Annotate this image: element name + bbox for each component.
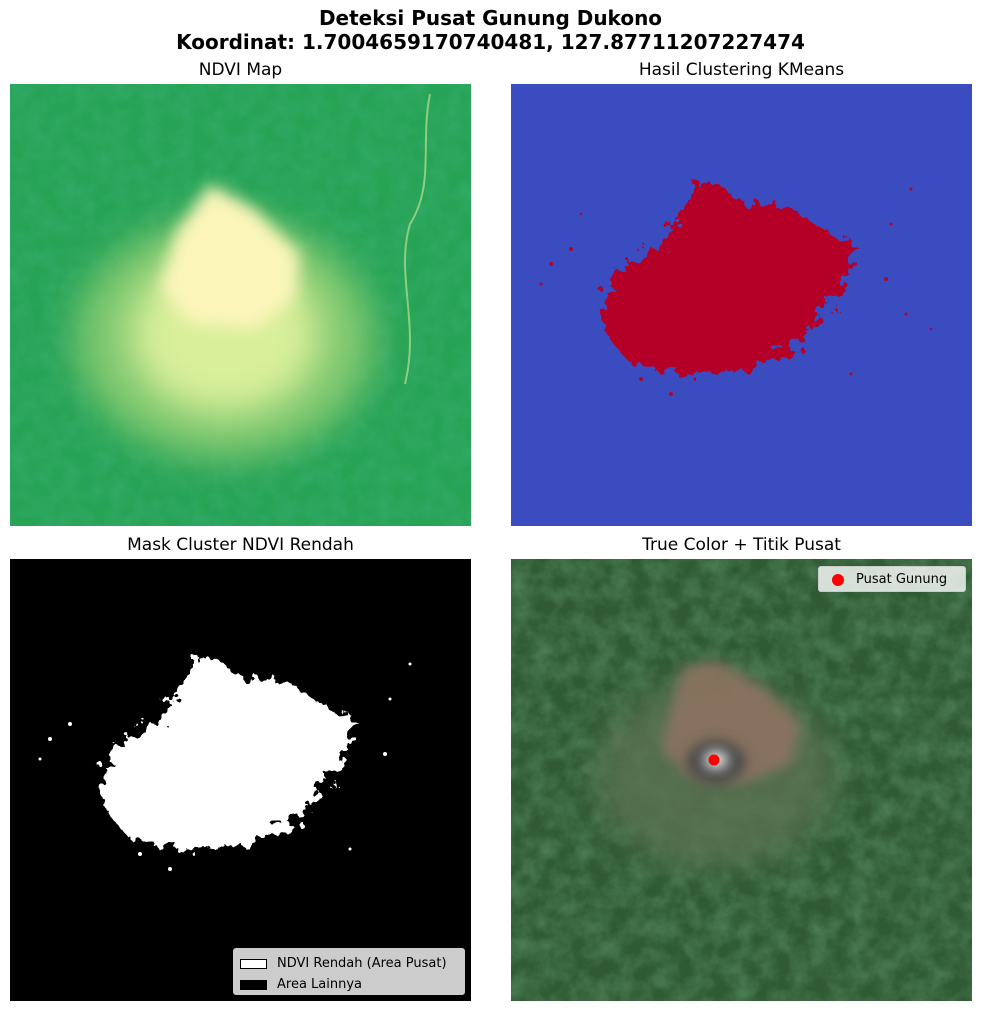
legend-label-other: Area Lainnya bbox=[277, 976, 363, 992]
ndvi-map-image bbox=[10, 84, 471, 526]
panel-title-truecolor: True Color + Titik Pusat bbox=[642, 535, 841, 555]
figure-title: Deteksi Pusat Gunung Dukono bbox=[318, 6, 663, 30]
true-color-image bbox=[511, 559, 972, 1001]
figure-coordinates: Koordinat: 1.7004659170740481, 127.87711… bbox=[176, 30, 805, 54]
legend-label-low-ndvi: NDVI Rendah (Area Pusat) bbox=[277, 955, 447, 971]
mask-legend: NDVI Rendah (Area Pusat) Area Lainnya bbox=[233, 948, 465, 995]
ndvi-mask-image bbox=[10, 559, 471, 1001]
swatch-black bbox=[240, 979, 267, 990]
truecolor-legend: Pusat Gunung bbox=[818, 566, 966, 592]
legend-entry-peak: Pusat Gunung bbox=[825, 569, 959, 590]
kmeans-cluster-image bbox=[511, 84, 972, 526]
panel-title-ndvi: NDVI Map bbox=[198, 60, 283, 80]
legend-label-peak: Pusat Gunung bbox=[856, 571, 948, 587]
red-dot-icon bbox=[832, 573, 844, 586]
panel-title-mask: Mask Cluster NDVI Rendah bbox=[127, 535, 354, 555]
swatch-white bbox=[240, 958, 267, 969]
legend-entry-low-ndvi: NDVI Rendah (Area Pusat) bbox=[240, 953, 458, 974]
panel-title-kmeans: Hasil Clustering KMeans bbox=[638, 60, 845, 80]
legend-entry-other: Area Lainnya bbox=[240, 974, 458, 995]
peak-marker bbox=[708, 754, 720, 766]
